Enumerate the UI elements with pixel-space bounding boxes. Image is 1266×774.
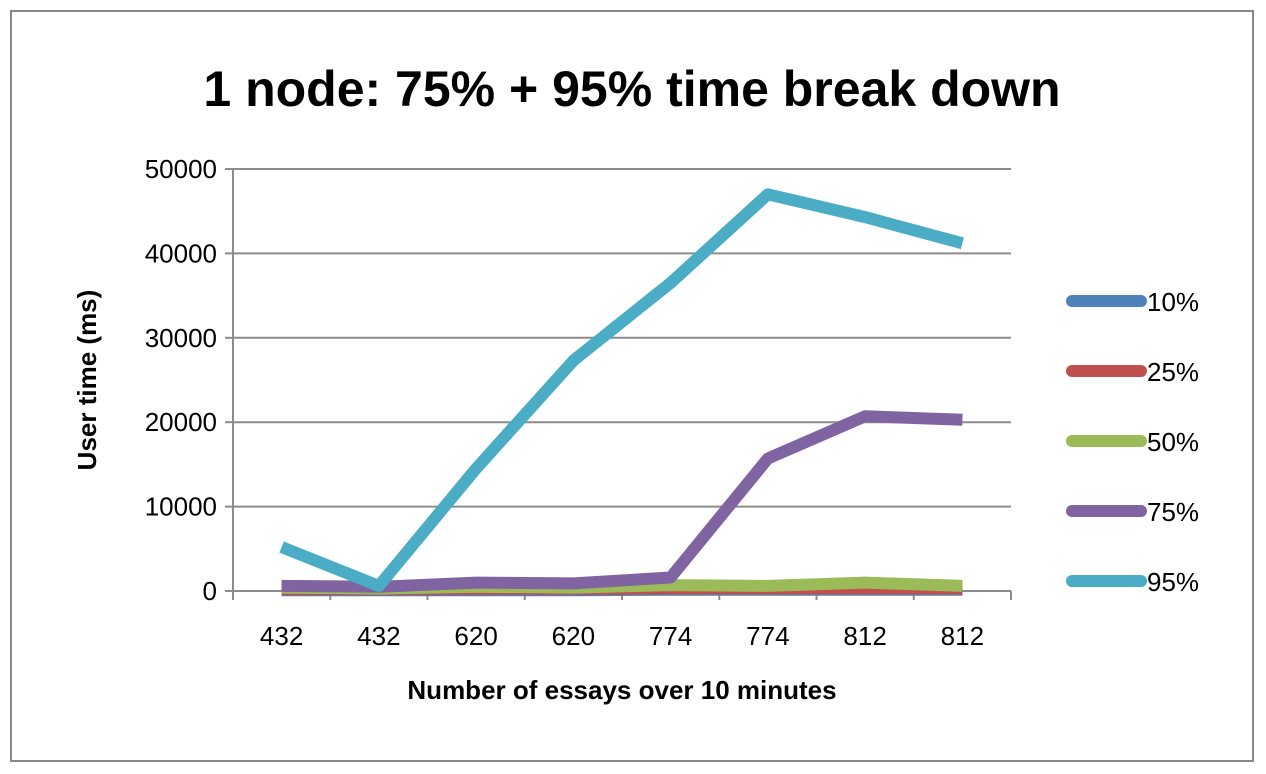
legend-label-25pct: 25% — [1147, 357, 1199, 387]
x-tick-label: 774 — [746, 621, 789, 651]
axes — [225, 168, 1012, 600]
legend-label-95pct: 95% — [1147, 567, 1199, 597]
x-tick-label: 620 — [552, 621, 595, 651]
series-line-95pct — [279, 188, 964, 592]
y-tick-label: 10000 — [145, 492, 217, 522]
x-tick-label: 432 — [357, 621, 400, 651]
chart-title: 1 node: 75% + 95% time break down — [203, 61, 1060, 117]
x-tick-label: 620 — [454, 621, 497, 651]
y-tick-label: 30000 — [145, 323, 217, 353]
legend: 10% 25% 50% 75% 95% — [1066, 287, 1199, 597]
x-tick-label: 774 — [649, 621, 692, 651]
y-tick-label: 40000 — [145, 238, 217, 268]
series-lines — [279, 188, 964, 597]
legend-label-10pct: 10% — [1147, 287, 1199, 317]
legend-label-50pct: 50% — [1147, 427, 1199, 457]
x-tick-label: 432 — [260, 621, 303, 651]
x-axis-title: Number of essays over 10 minutes — [407, 675, 836, 705]
y-tick-label: 0 — [203, 576, 217, 606]
y-tick-label: 20000 — [145, 407, 217, 437]
x-tick-label: 812 — [941, 621, 984, 651]
legend-label-75pct: 75% — [1147, 497, 1199, 527]
chart-frame — [10, 10, 1254, 762]
x-tick-labels: 432 432 620 620 774 774 812 812 — [260, 621, 984, 651]
y-tick-labels: 0 10000 20000 30000 40000 50000 — [145, 154, 217, 606]
series-line-75pct — [281, 410, 963, 593]
y-tick-label: 50000 — [145, 154, 217, 184]
y-axis-title: User time (ms) — [72, 290, 102, 471]
x-tick-label: 812 — [843, 621, 886, 651]
